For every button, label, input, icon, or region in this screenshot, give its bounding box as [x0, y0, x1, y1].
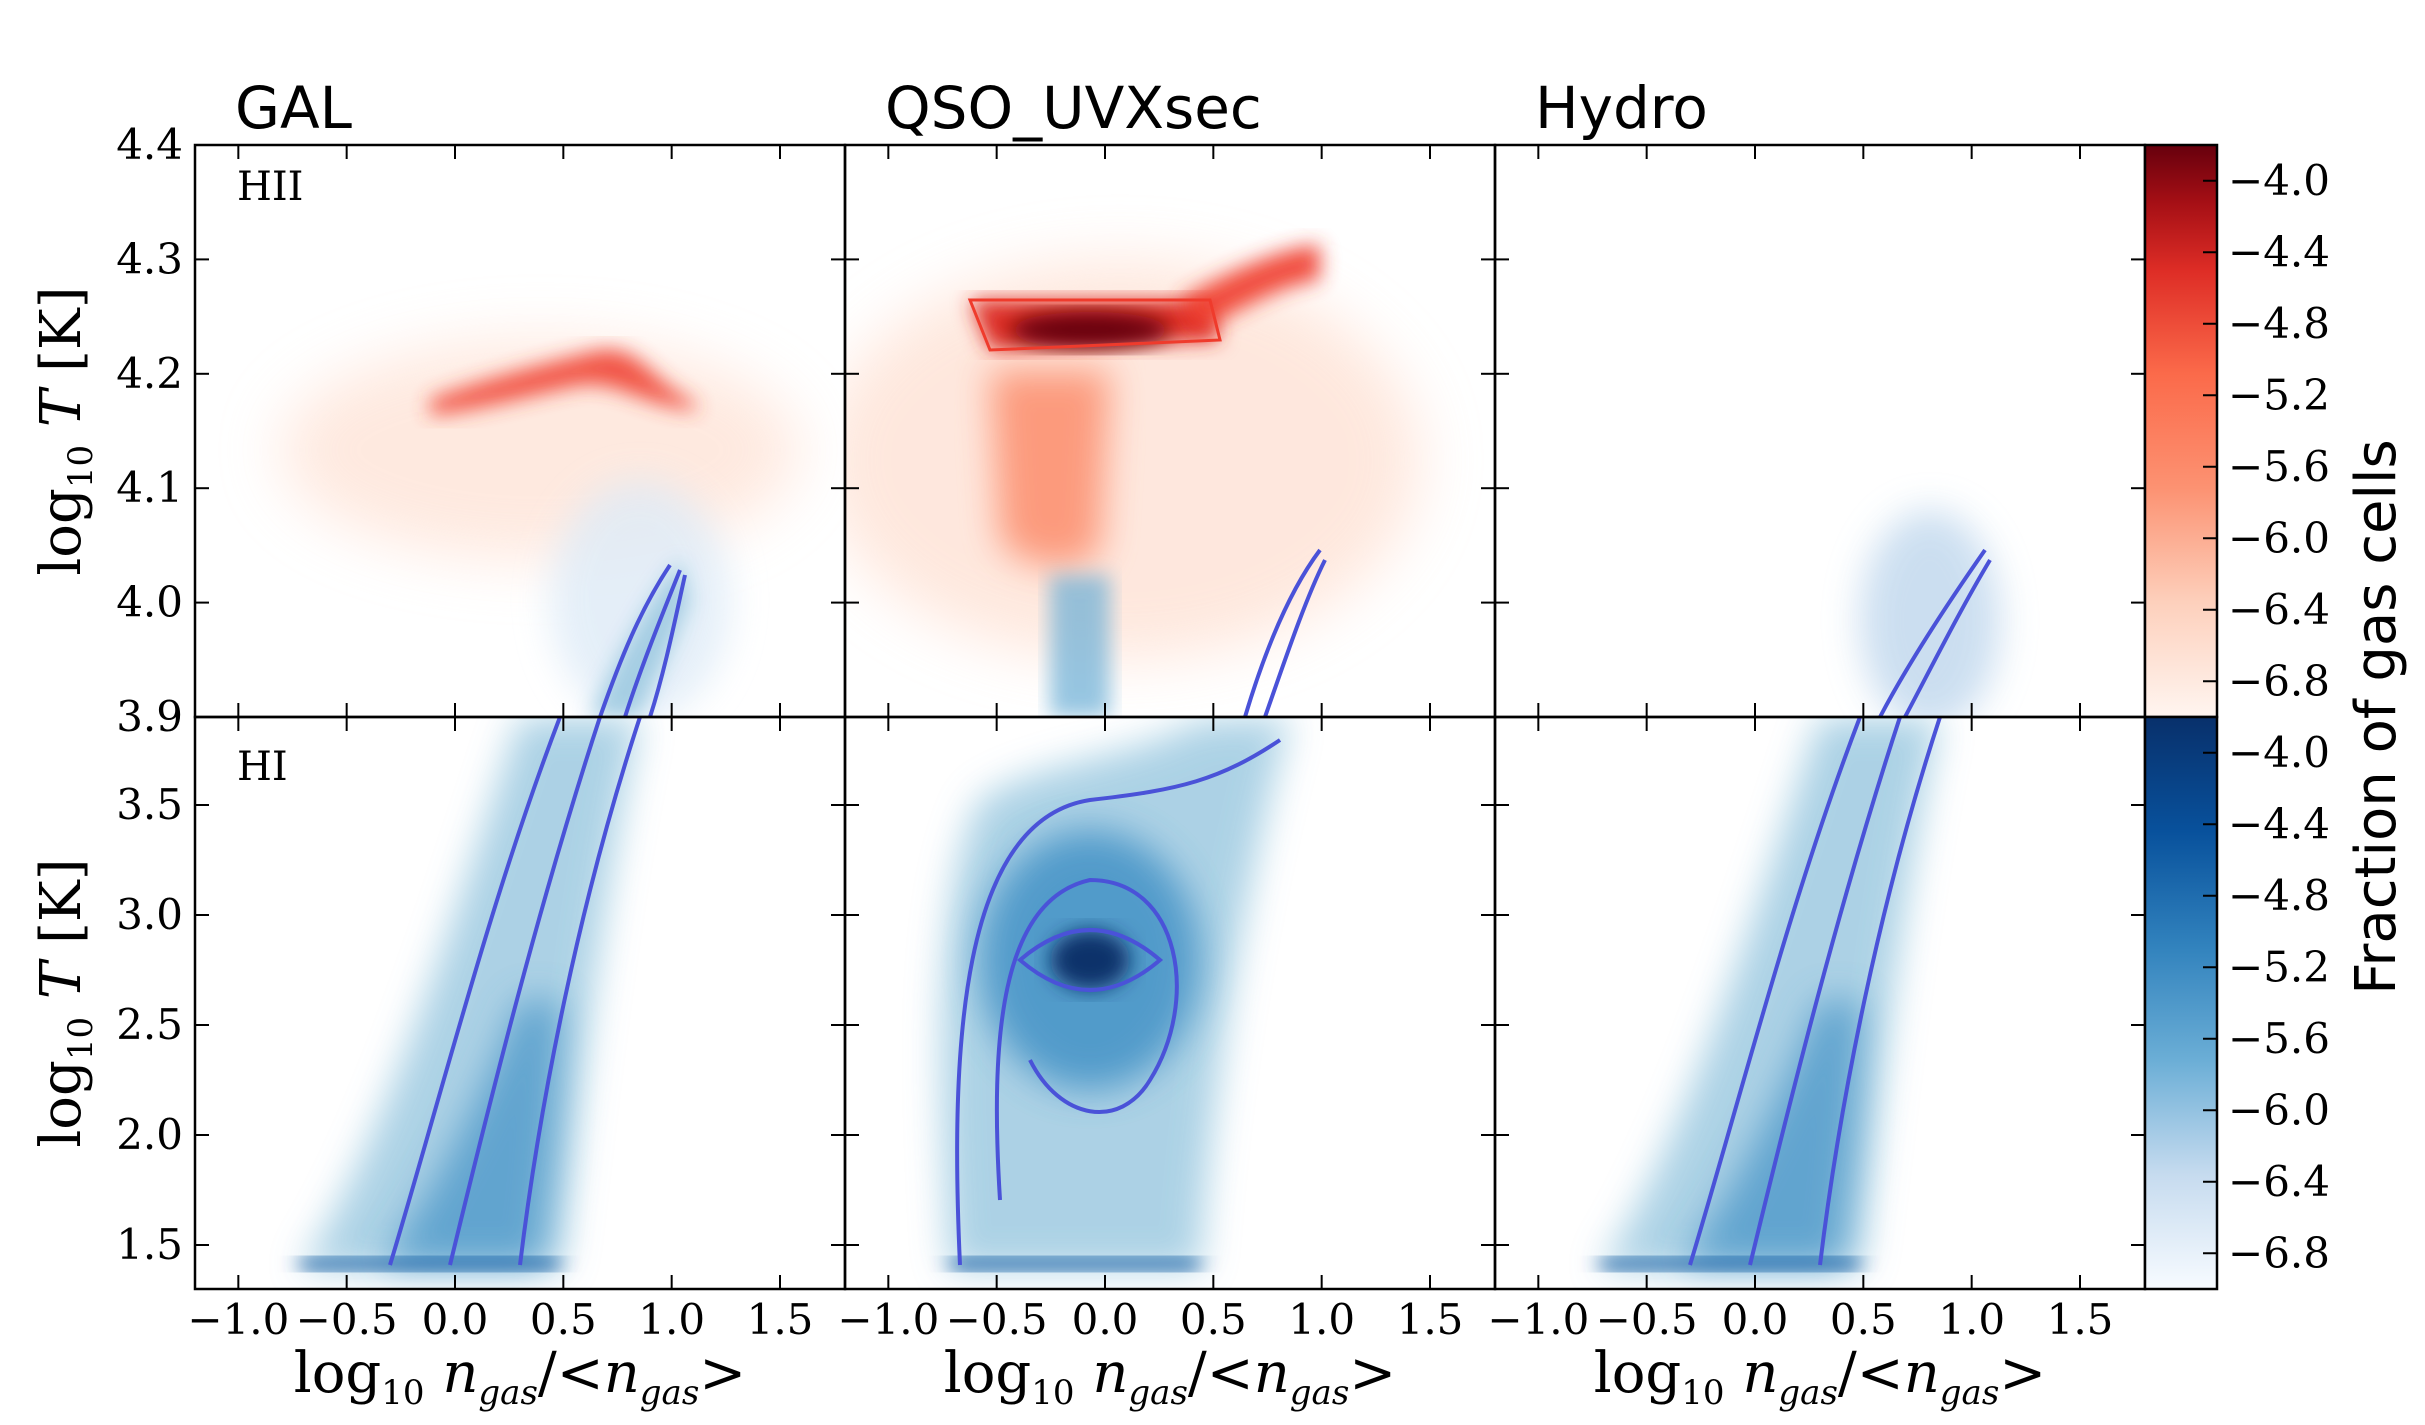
colorbar-tick-label: −6.4 — [2228, 1157, 2330, 1206]
label-hi: HI — [237, 744, 288, 790]
panel-gal-hi-density — [300, 717, 642, 1270]
colorbar-tick-label: −5.2 — [2228, 942, 2330, 991]
colorbar-hi — [2143, 715, 2219, 1291]
ylabel-bottom: log10 T [K] — [29, 858, 101, 1147]
xlabel-gal: log10 ngas/<ngas> — [294, 1341, 746, 1413]
xtick-label: −0.5 — [946, 1295, 1048, 1344]
ytick-label-top: 4.1 — [116, 463, 183, 512]
xtick-label: 0.0 — [1722, 1295, 1789, 1344]
xtick-label: 0.0 — [422, 1295, 489, 1344]
colorbar-labels-hii: −4.0 −4.4 −4.8 −5.2 −5.6 −6.0 −6.4 −6.8 — [2228, 156, 2330, 706]
panel-qso-hi-density — [941, 717, 1290, 1270]
xtick-label: 0.5 — [1830, 1295, 1897, 1344]
xtick-label: −1.0 — [187, 1295, 289, 1344]
xtick-label: 0.5 — [1180, 1295, 1247, 1344]
colorbar-tick-label: −5.2 — [2228, 370, 2330, 419]
ytick-labels-bottom: 1.5 2.0 2.5 3.0 3.5 — [116, 780, 183, 1269]
title-gal: GAL — [235, 74, 352, 142]
xtick-labels: −1.0 −0.5 0.0 0.5 1.0 1.5 −1.0 −0.5 0.0 0.5 1.0 1.5… — [187, 1295, 2113, 1344]
ytick-label-top: 4.4 — [116, 120, 183, 169]
xtick-label: 0.5 — [530, 1295, 597, 1344]
colorbar-tick-label: −4.0 — [2228, 156, 2330, 205]
ytick-label-bottom: 2.0 — [116, 1110, 183, 1159]
colorbar-labels-hi: −4.0 −4.4 −4.8 −5.2 −5.6 −6.0 −6.4 −6.8 — [2228, 728, 2330, 1278]
ytick-label-bottom: 3.0 — [116, 890, 183, 939]
xtick-label: −0.5 — [1596, 1295, 1698, 1344]
ytick-label-bottom: 2.5 — [116, 1000, 183, 1049]
xtick-label: 0.0 — [1072, 1295, 1139, 1344]
colorbar-tick-label: −6.0 — [2228, 513, 2330, 562]
title-hydro: Hydro — [1535, 74, 1708, 142]
xlabels: log10 ngas/<ngas> log10 ngas/<ngas> log1… — [294, 1341, 2046, 1413]
ytick-labels-top: 3.9 4.0 4.1 4.2 4.3 4.4 — [116, 120, 183, 741]
colorbar-tick-label: −5.6 — [2228, 1014, 2330, 1063]
colorbar-tick-label: −4.0 — [2228, 728, 2330, 777]
ytick-label-top: 4.2 — [116, 349, 183, 398]
xtick-label: −0.5 — [296, 1295, 398, 1344]
xtick-label: −1.0 — [837, 1295, 939, 1344]
colorbar-hii — [2143, 143, 2219, 719]
xlabel-qso: log10 ngas/<ngas> — [944, 1341, 1396, 1413]
colorbar-tick-label: −6.4 — [2228, 585, 2330, 634]
colorbar-tick-label: −4.4 — [2228, 799, 2330, 848]
ytick-label-top: 4.3 — [116, 234, 183, 283]
xtick-label: 1.0 — [1938, 1295, 2005, 1344]
colorbar-tick-label: −6.8 — [2228, 1228, 2330, 1277]
colorbar-tick-label: −4.8 — [2228, 299, 2330, 348]
ytick-label-top: 4.0 — [116, 578, 183, 627]
xtick-label: 1.0 — [1288, 1295, 1355, 1344]
panel-frame-hydro-hii — [1493, 143, 2147, 719]
xtick-label: 1.0 — [638, 1295, 705, 1344]
ytick-label-bottom: 3.5 — [116, 780, 183, 829]
xlabel-hydro: log10 ngas/<ngas> — [1594, 1341, 2046, 1413]
xtick-label: 1.5 — [747, 1295, 814, 1344]
panel-qso-hii-density — [845, 245, 1420, 717]
tick-marks — [195, 144, 2145, 1289]
panel-hydro-hii-density — [1860, 510, 2000, 717]
colorbar-ticks — [2203, 179, 2217, 1255]
panel-gal-hii-density — [280, 340, 800, 717]
label-hii: HII — [237, 164, 303, 210]
colorbar-tick-label: −5.6 — [2228, 442, 2330, 491]
xtick-label: 1.5 — [2047, 1295, 2114, 1344]
panel-hydro-hi-density — [1600, 717, 1942, 1270]
ytick-label-top: 3.9 — [116, 692, 183, 741]
title-qso-uvxsec: QSO_UVXsec — [885, 74, 1262, 142]
colorbar-tick-label: −6.0 — [2228, 1085, 2330, 1134]
colorbar-tick-label: −6.8 — [2228, 656, 2330, 705]
colorbar-label: Fraction of gas cells — [2344, 439, 2409, 995]
colorbar-tick-label: −4.8 — [2228, 871, 2330, 920]
colorbar-tick-label: −4.4 — [2228, 227, 2330, 276]
ytick-label-bottom: 1.5 — [116, 1220, 183, 1269]
xtick-label: −1.0 — [1487, 1295, 1589, 1344]
xtick-label: 1.5 — [1397, 1295, 1464, 1344]
ylabel-top: log10 T [K] — [29, 286, 101, 575]
